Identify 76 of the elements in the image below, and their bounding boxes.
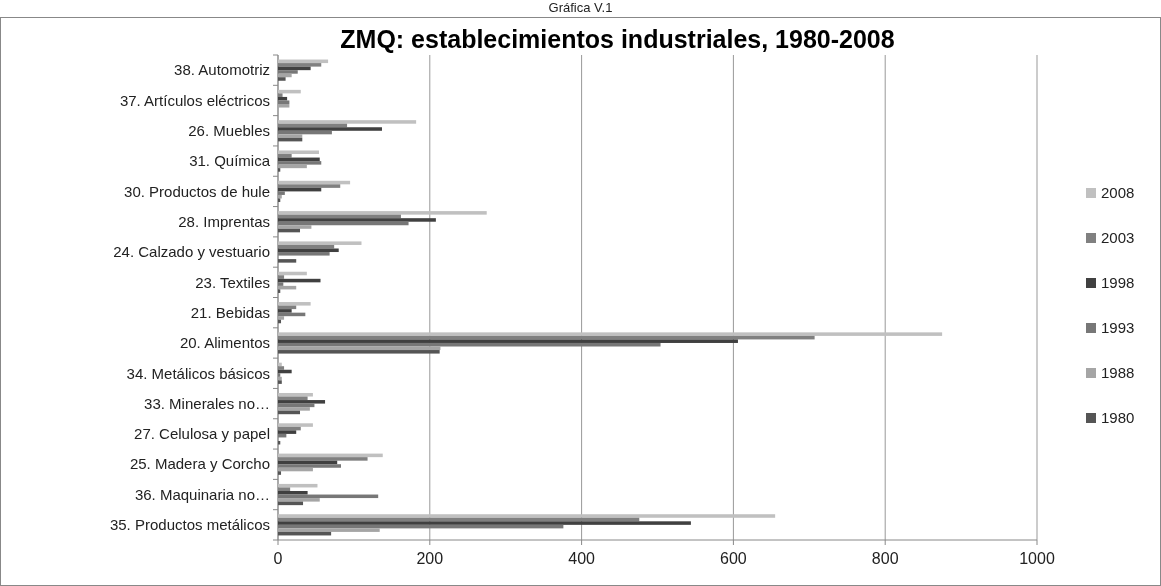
bar [278, 198, 281, 203]
chart-title: ZMQ: establecimientos industriales, 1980-2008 [340, 25, 895, 53]
bar [278, 521, 691, 525]
bar [278, 194, 282, 199]
bar [278, 225, 312, 229]
bar [278, 332, 943, 336]
bar [278, 464, 341, 468]
bar [278, 316, 285, 320]
y-tick-label: 27. Celulosa y papel [134, 425, 270, 443]
legend-label: 2008 [1101, 184, 1135, 202]
bar [278, 100, 290, 105]
bar [278, 241, 362, 245]
bar [278, 376, 282, 381]
bar [278, 282, 284, 286]
bar [278, 309, 292, 313]
bar [278, 342, 661, 347]
bar [278, 211, 487, 215]
bar [278, 423, 313, 427]
y-tick-label: 31. Química [189, 152, 271, 170]
legend-label: 1993 [1101, 319, 1135, 337]
legend-label: 1980 [1101, 409, 1135, 427]
bar [278, 392, 313, 397]
bar [278, 134, 303, 138]
x-tick-label: 200 [416, 550, 444, 567]
bar [278, 104, 290, 108]
bar [278, 491, 308, 495]
bar [278, 168, 281, 172]
y-tick-label: 26. Muebles [188, 122, 270, 140]
x-tick-label: 400 [568, 550, 596, 567]
bar [278, 127, 382, 131]
legend-label: 1988 [1101, 364, 1135, 382]
y-tick-label: 30. Productos de hule [124, 182, 270, 200]
x-tick-label: 1000 [1019, 550, 1055, 567]
y-tick-label: 28. Imprentas [178, 212, 270, 230]
y-tick-label: 25. Madera y Corcho [129, 455, 270, 473]
bar [278, 77, 286, 81]
legend-label: 1998 [1101, 274, 1135, 292]
y-tick-label: 37. Artículos eléctricos [119, 91, 270, 109]
y-tick-label: 24. Calzado y vestuario [113, 243, 270, 261]
y-tick-label: 34. Metálicos básicos [126, 364, 270, 382]
y-tick-label: 33. Minerales no… [144, 394, 270, 412]
bar [278, 430, 297, 434]
bar [278, 302, 311, 306]
bar [278, 362, 282, 367]
bar [278, 252, 330, 256]
x-tick-label: 0 [273, 550, 283, 567]
bar [278, 259, 297, 263]
bar [278, 407, 310, 411]
x-tick-label: 600 [720, 550, 747, 567]
bar [278, 161, 322, 165]
bar [278, 498, 320, 502]
y-tick-label: 20. Alimentos [179, 334, 270, 352]
bar [278, 289, 281, 293]
bar [278, 380, 282, 384]
bar [278, 70, 298, 74]
bar [278, 150, 319, 155]
y-tick-label: 36. Maquinaria no… [134, 485, 270, 503]
bar [278, 400, 326, 404]
bar [278, 218, 436, 222]
bar [278, 350, 440, 354]
bar [278, 339, 738, 343]
bar [278, 373, 281, 377]
bar [278, 248, 339, 253]
y-tick-label: 35. Productos metálicos [109, 516, 270, 534]
y-tick-label: 21. Bebidas [190, 303, 270, 321]
text: Gráfica V.1 [548, 0, 613, 15]
y-tick-label: 38. Automotriz [174, 61, 270, 79]
x-tick-label: 800 [871, 550, 899, 567]
legend-label: 2003 [1101, 229, 1135, 247]
bar [278, 191, 285, 195]
y-tick-label: 23. Textiles [195, 273, 270, 291]
bar [278, 440, 281, 445]
bar [278, 471, 282, 475]
bar [278, 120, 417, 124]
bar [278, 528, 380, 532]
bar [278, 514, 776, 518]
